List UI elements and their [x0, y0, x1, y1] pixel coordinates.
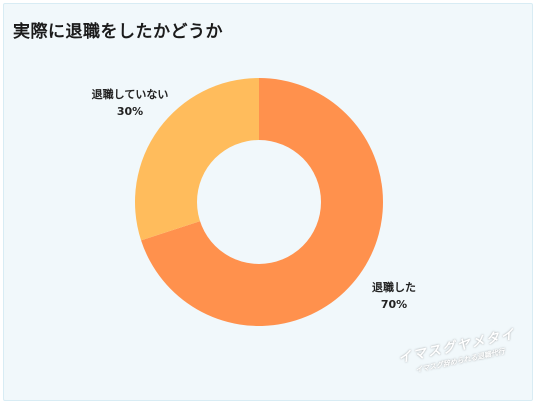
chart-title: 実際に退職をしたかどうか: [13, 22, 223, 42]
slice-value-not-retired: 30%: [116, 105, 144, 118]
donut-hole: [197, 140, 321, 264]
slice-label-retired: 退職した 70%: [364, 279, 424, 313]
slice-name-retired: 退職した: [372, 281, 416, 294]
slice-label-not-retired: 退職していない 30%: [80, 86, 180, 120]
slice-name-not-retired: 退職していない: [91, 88, 169, 101]
slice-value-retired: 70%: [380, 298, 408, 311]
